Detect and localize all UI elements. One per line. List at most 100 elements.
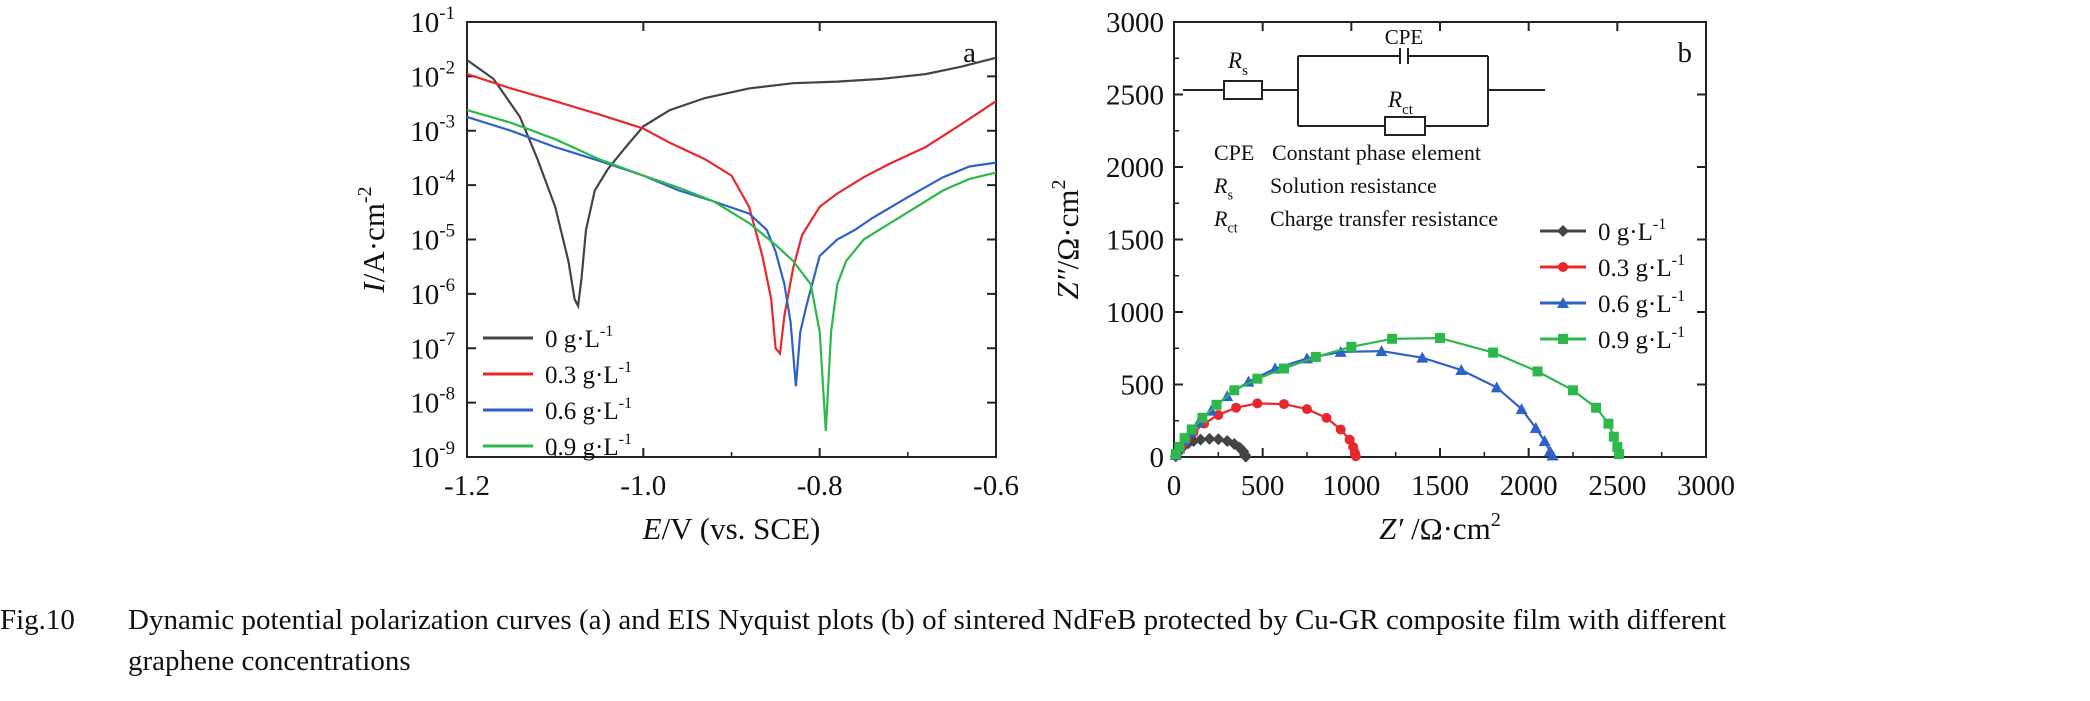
x-tick-label-a: -1.0 (620, 470, 666, 502)
x-axis-title-a: E/V (vs. SCE) (642, 511, 821, 546)
data-point (1194, 433, 1207, 446)
legend-label-a: 0 g·L-1 (545, 322, 613, 353)
data-point (1490, 381, 1503, 393)
x-tick-label-b: 2000 (1500, 470, 1558, 502)
y-tick-label-a: 10-6 (410, 275, 455, 311)
circuit-label-rs: Rs (1227, 48, 1248, 79)
y-tick-label-b: 2500 (1106, 80, 1164, 112)
y-tick-label-a: 10-1 (410, 3, 455, 39)
data-point (1211, 399, 1222, 410)
data-point (1558, 262, 1568, 272)
data-point (1350, 451, 1361, 462)
data-point (1334, 345, 1347, 357)
circuit-label-rct: Rct (1387, 87, 1414, 118)
data-point (1186, 424, 1197, 435)
caption-text-line1: Dynamic potential polarization curves (a… (128, 604, 1727, 636)
data-point (1310, 351, 1321, 362)
y-tick-label-b: 500 (1121, 370, 1165, 402)
figure-svg: -1.2 -1.0 -0.8 -0.6 10-9 10-8 10-7 10-6 10-5 10-4… (354, 3, 1735, 546)
x-axis-title-b: Z′ /Ω·cm2 (1379, 509, 1501, 546)
data-point (1557, 225, 1569, 237)
data-point (1612, 441, 1623, 452)
data-point (1302, 404, 1312, 415)
data-point (1213, 409, 1224, 420)
series-0.9 (1170, 333, 1625, 460)
data-point (1197, 412, 1208, 423)
inset-definition-symbol: Rct (1213, 206, 1238, 237)
inset-definition-text: Solution resistance (1270, 173, 1437, 198)
data-point (1335, 424, 1346, 435)
y-tick-label-a: 10-8 (410, 384, 455, 420)
legend-label-a: 0.9 g·L-1 (545, 430, 632, 461)
data-point (1278, 363, 1289, 374)
data-point (1321, 412, 1332, 423)
y-axis-title-a: I/A·cm-2 (354, 186, 391, 293)
series-line-0 (466, 56, 997, 310)
x-tick-label-b: 1000 (1322, 470, 1380, 502)
equivalent-circuit-diagram: CPE Rs Rct (1183, 25, 1545, 136)
series-0.3 (1170, 398, 1361, 462)
data-point (1532, 366, 1543, 377)
inset-definition-symbol: Rs (1213, 173, 1233, 204)
legend-label-b: 0.3 g·L-1 (1598, 251, 1685, 282)
legend-label-a: 0.6 g·L-1 (545, 394, 632, 425)
legend-label-b: 0.9 g·L-1 (1598, 323, 1685, 354)
x-tick-label-a: -0.6 (973, 470, 1019, 502)
data-point (1239, 450, 1252, 463)
series-line-0.9 (466, 109, 997, 432)
legend-label-b: 0 g·L-1 (1598, 215, 1666, 246)
y-tick-label-b: 0 (1150, 442, 1165, 474)
data-point (1614, 449, 1625, 460)
x-tick-label-b: 500 (1241, 470, 1285, 502)
data-point (1603, 418, 1614, 429)
x-tick-label-a: -1.2 (444, 470, 490, 502)
y-tick-label-a: 10-2 (410, 57, 455, 93)
y-tick-label-a: 10-4 (410, 166, 455, 202)
y-tick-label-a: 10-5 (410, 220, 455, 256)
y-tick-label-b: 2000 (1106, 152, 1164, 184)
data-point (1387, 333, 1398, 344)
data-point (1416, 351, 1429, 363)
series-line (1174, 336, 1621, 455)
y-tick-label-b: 1000 (1106, 297, 1164, 329)
data-point (1346, 341, 1357, 352)
resistor-rs-icon (1223, 80, 1263, 100)
circuit-label-cpe: CPE (1385, 25, 1424, 49)
data-point (1179, 433, 1190, 444)
x-tick-label-b: 2500 (1588, 470, 1646, 502)
y-tick-label-a: 10-3 (410, 112, 455, 148)
data-point (1229, 385, 1240, 396)
series-line-0.3 (466, 73, 997, 357)
y-tick-label-a: 10-9 (410, 438, 455, 474)
data-point (1558, 334, 1568, 344)
data-point (1529, 422, 1542, 433)
data-point (1608, 431, 1619, 442)
data-point (1252, 373, 1263, 384)
inset-definition-text: Constant phase element (1272, 140, 1481, 165)
data-point (1231, 402, 1242, 413)
data-point (1435, 333, 1445, 344)
data-point (1170, 449, 1181, 460)
inset-definition-symbol: CPE (1214, 140, 1254, 165)
y-tick-label-a: 10-7 (410, 329, 455, 365)
y-axis-title-b: Z″/Ω·cm2 (1048, 179, 1085, 299)
caption-text-line2: graphene concentrations (128, 645, 411, 677)
data-point (1203, 432, 1216, 445)
caption-label: Fig.10 (0, 604, 75, 636)
x-tick-label-b: 3000 (1677, 470, 1735, 502)
legend-label-b: 0.6 g·L-1 (1598, 287, 1685, 318)
panel-a-polarization-chart: -1.2 -1.0 -0.8 -0.6 10-9 10-8 10-7 10-6 10-5 10-4… (354, 3, 1019, 546)
x-tick-label-b: 0 (1167, 470, 1182, 502)
y-tick-label-b: 3000 (1106, 7, 1164, 39)
data-point (1212, 433, 1225, 446)
data-point (1546, 449, 1559, 461)
panel-letter-a: a (963, 37, 976, 69)
data-point (1557, 297, 1569, 308)
data-point (1515, 403, 1528, 415)
y-tick-label-b: 1500 (1106, 225, 1164, 257)
panel-letter-b: b (1678, 37, 1693, 69)
data-point (1174, 441, 1185, 452)
panel-b-nyquist-chart: 0 500 1000 1500 2000 2500 3000 0 500 1000 1500 2000… (1048, 7, 1735, 546)
data-point (1568, 385, 1578, 396)
inset-definition-text: Charge transfer resistance (1270, 206, 1498, 231)
